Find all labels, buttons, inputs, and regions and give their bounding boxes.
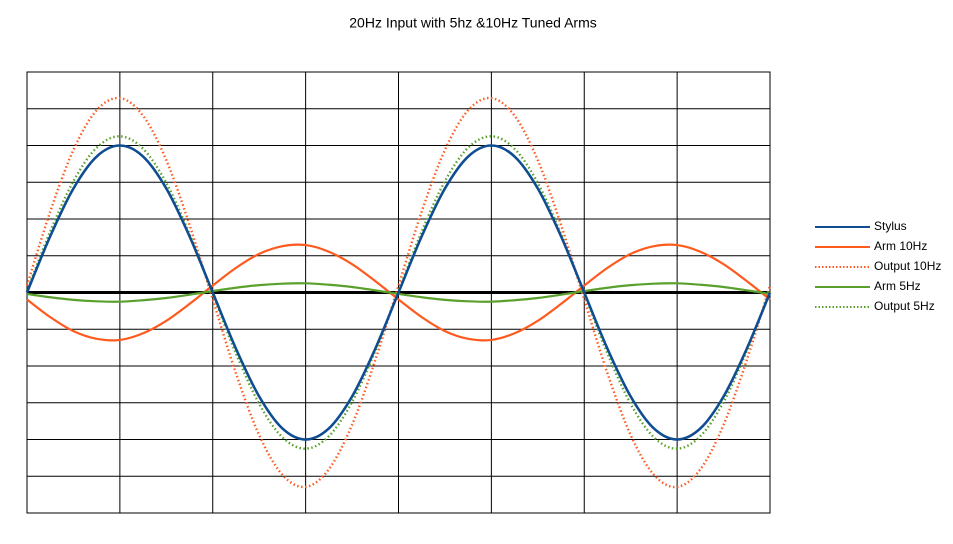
series-line [25, 144, 772, 441]
legend-label: Output 10Hz [874, 259, 941, 273]
legend-label: Stylus [874, 219, 907, 233]
chart-title: 20Hz Input with 5hz &10Hz Tuned Arms [349, 15, 596, 31]
legend-label: Output 5Hz [874, 299, 935, 313]
legend-label: Arm 10Hz [874, 239, 927, 253]
legend-label: Arm 5Hz [874, 279, 921, 293]
series-line [26, 243, 771, 342]
